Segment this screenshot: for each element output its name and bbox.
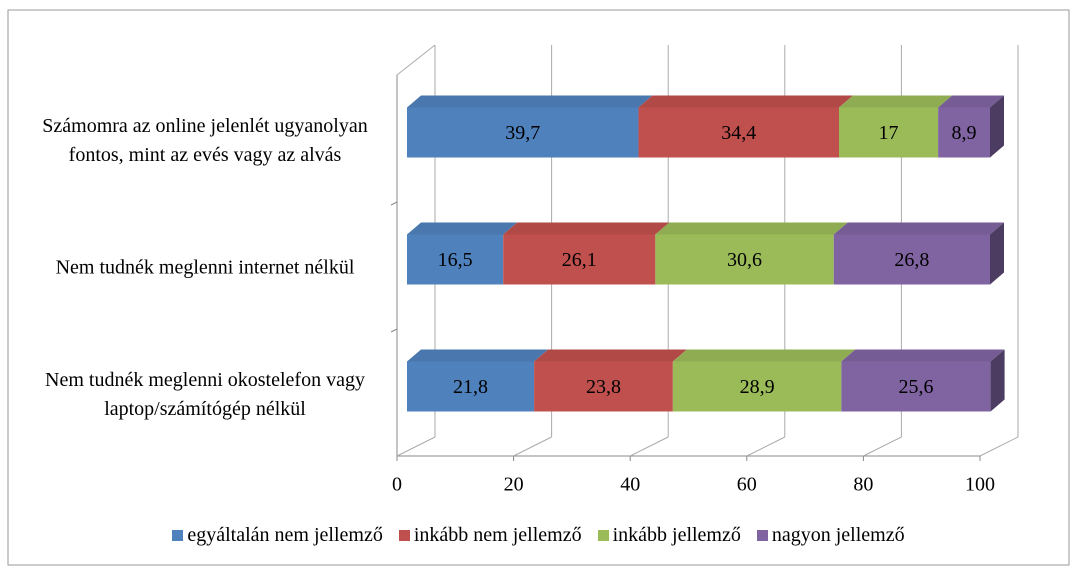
wall-line — [396, 44, 436, 76]
category-tick — [390, 201, 398, 206]
bar — [503, 234, 656, 285]
bar-side — [990, 95, 1004, 158]
legend-swatch — [597, 530, 609, 541]
bar-top — [841, 349, 1005, 362]
legend-item: inkább nem jellemző — [398, 524, 582, 547]
bar-top — [655, 222, 848, 235]
category-tick — [390, 328, 398, 333]
value-label: 16,5 — [438, 249, 473, 271]
category-label: Nem tudnék meglenni okostelefon vagy lap… — [45, 368, 365, 420]
value-label: 28,9 — [740, 376, 775, 398]
value-label: 30,6 — [727, 249, 762, 271]
value-label: 8,9 — [952, 122, 977, 144]
value-label: 39,7 — [505, 122, 540, 144]
x-tick-label: 60 — [737, 474, 757, 496]
bar-top — [407, 349, 549, 362]
value-label: 23,8 — [586, 376, 621, 398]
x-tick-label: 20 — [504, 474, 524, 496]
bar — [841, 361, 991, 412]
category-label: Nem tudnék meglenni internet nélkül — [55, 256, 355, 278]
x-tick-label: 80 — [853, 474, 873, 496]
bar — [672, 361, 842, 412]
bar — [407, 234, 504, 285]
x-tick-label: 40 — [620, 474, 640, 496]
bar — [407, 107, 639, 158]
grid-line — [629, 436, 669, 457]
grid-line — [979, 436, 1019, 457]
bar — [638, 107, 840, 158]
bar-top — [503, 222, 670, 235]
legend: egyáltalán nem jellemző inkább nem jellem… — [0, 524, 1077, 547]
bar — [938, 107, 990, 158]
legend-label: inkább jellemző — [612, 524, 741, 546]
bar-top — [833, 222, 1004, 235]
category-label: Számomra az online jelenlét ugyanolyan f… — [42, 114, 368, 166]
bar — [833, 234, 990, 285]
bar-top — [672, 349, 856, 362]
frame — [7, 9, 1070, 566]
legend-swatch — [756, 530, 768, 541]
value-label: 26,1 — [562, 249, 597, 271]
x-tick-label: 0 — [392, 474, 402, 496]
value-label: 26,8 — [894, 249, 929, 271]
legend-label: nagyon jellemző — [771, 524, 905, 546]
bar-top — [938, 95, 1004, 108]
legend-item: inkább jellemző — [597, 524, 741, 547]
bar — [839, 107, 939, 158]
bar-top — [407, 222, 518, 235]
value-label: 25,6 — [898, 376, 933, 398]
grid-line — [746, 436, 786, 457]
bar — [534, 361, 673, 412]
bar-side — [990, 222, 1004, 285]
value-label: 34,4 — [721, 122, 756, 144]
bar-side — [990, 349, 1005, 412]
x-tick-label: 100 — [965, 474, 995, 496]
grid-line — [863, 436, 902, 457]
legend-swatch — [172, 530, 184, 541]
bar-top — [534, 349, 687, 362]
bar-top — [638, 95, 854, 108]
bar-top — [839, 95, 953, 108]
grid-line — [513, 436, 552, 457]
legend-item: nagyon jellemző — [756, 524, 905, 547]
bar — [407, 361, 535, 412]
value-label: 17 — [879, 122, 899, 144]
value-label: 21,8 — [453, 376, 488, 398]
legend-item: egyáltalán nem jellemző — [172, 524, 383, 547]
legend-swatch — [398, 530, 410, 541]
legend-label: egyáltalán nem jellemző — [187, 524, 383, 546]
bar-top — [407, 95, 653, 108]
bar — [655, 234, 834, 285]
grid-line — [396, 436, 436, 457]
legend-label: inkább nem jellemző — [413, 524, 582, 546]
